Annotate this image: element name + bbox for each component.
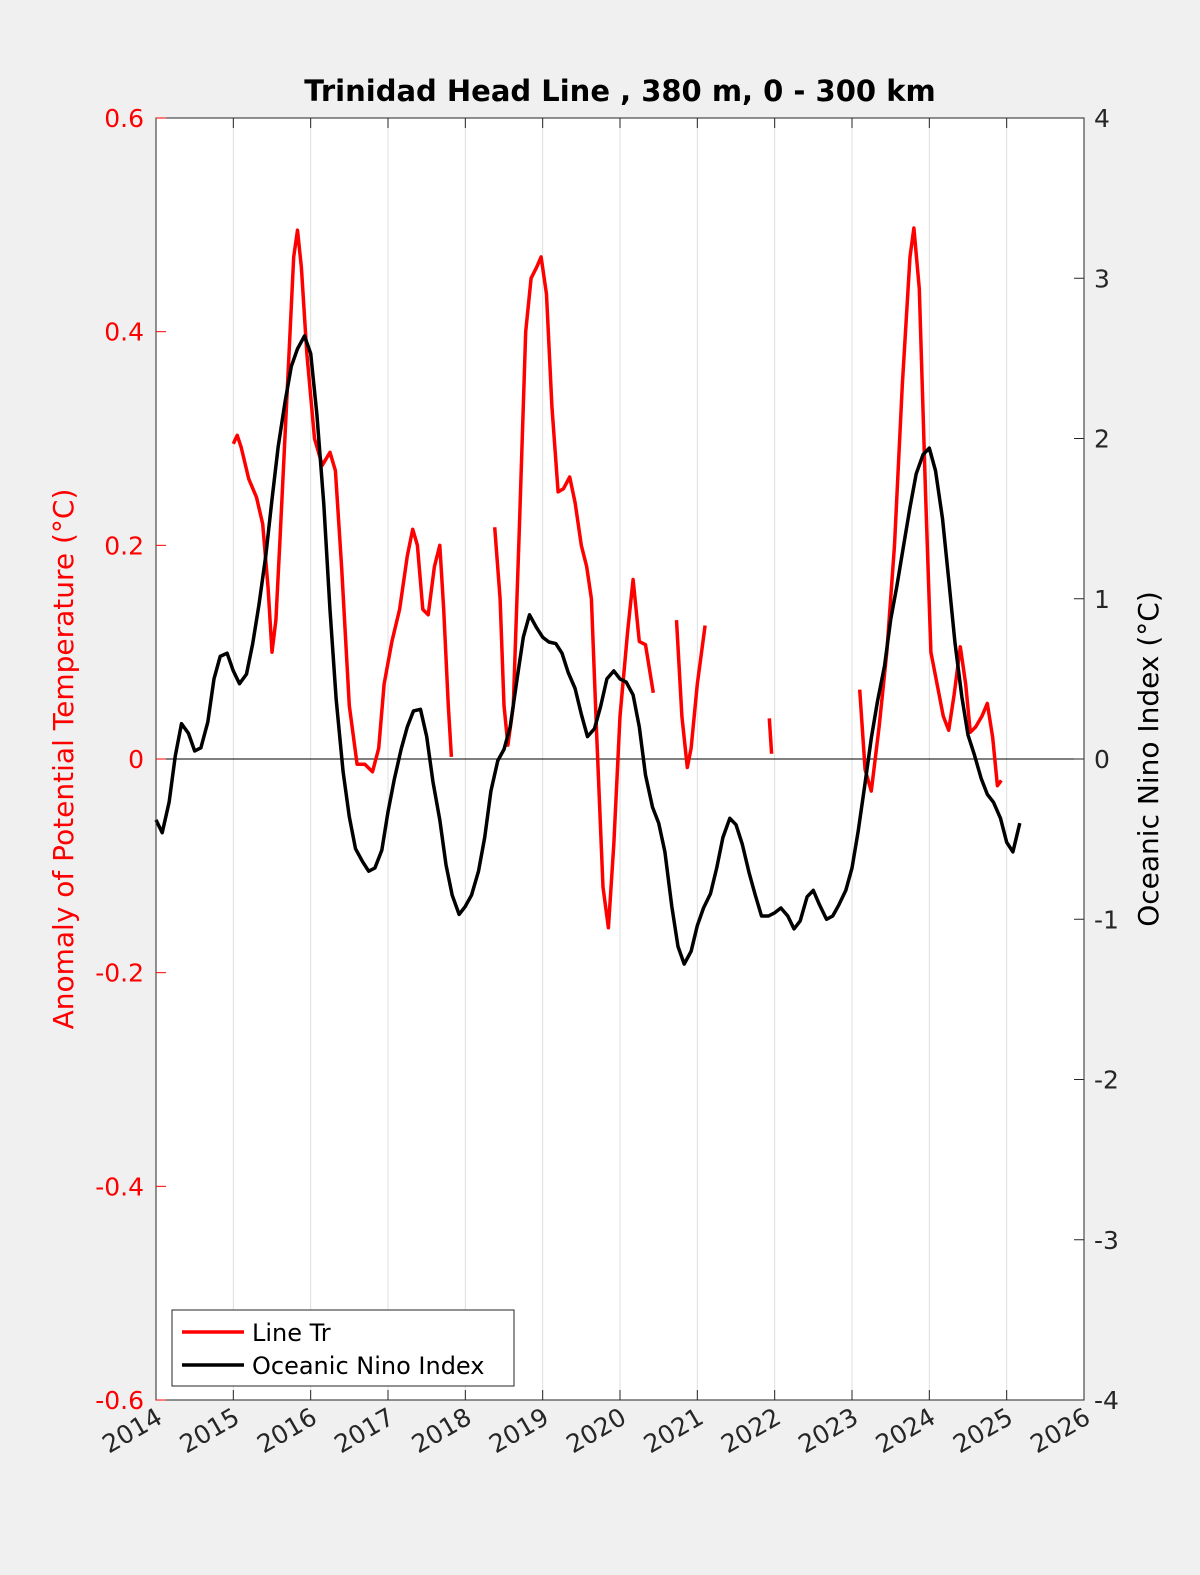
y-right-tick-label: -1	[1094, 905, 1119, 934]
chart-title: Trinidad Head Line , 380 m, 0 - 300 km	[304, 74, 935, 108]
plot-lines	[154, 226, 1022, 966]
y-left-tick-label: 0.2	[104, 531, 144, 560]
y-axis-left-label: Anomaly of Potential Temperature (°C)	[47, 489, 80, 1030]
y-right-tick-label: -4	[1094, 1386, 1119, 1415]
legend-box	[171, 1309, 515, 1387]
y-right-tick-label: 1	[1094, 585, 1110, 614]
y-left-tick-label: -0.4	[95, 1172, 144, 1201]
y-right-tick-label: 4	[1094, 104, 1110, 133]
y-left-tick-label: 0.4	[104, 318, 144, 347]
y-left-tick-label: 0.6	[104, 104, 144, 133]
legend: Line Tr Oceanic Nino Index	[171, 1309, 515, 1387]
line-tr-series	[492, 255, 656, 930]
y-right-tick-label: -3	[1094, 1226, 1119, 1255]
y-left-tick-label: -0.2	[95, 959, 144, 988]
y-right-tick-label: 0	[1094, 745, 1110, 774]
line-tr-series	[674, 620, 707, 770]
y-right-tick-label: 3	[1094, 264, 1110, 293]
legend-label-oni: Oceanic Nino Index	[252, 1352, 484, 1380]
line-tr-series	[767, 718, 774, 754]
y-right-tick-label: -2	[1094, 1066, 1119, 1095]
y-left-tick-label: 0	[128, 745, 144, 774]
y-axis-right-label: Oceanic Nino Index (°C)	[1132, 591, 1165, 927]
line-tr-series	[231, 228, 454, 774]
y-right-tick-label: 2	[1094, 425, 1110, 454]
legend-label-line-tr: Line Tr	[252, 1319, 331, 1347]
y-left-tick-label: -0.6	[95, 1386, 144, 1415]
oni-series	[154, 334, 1022, 966]
